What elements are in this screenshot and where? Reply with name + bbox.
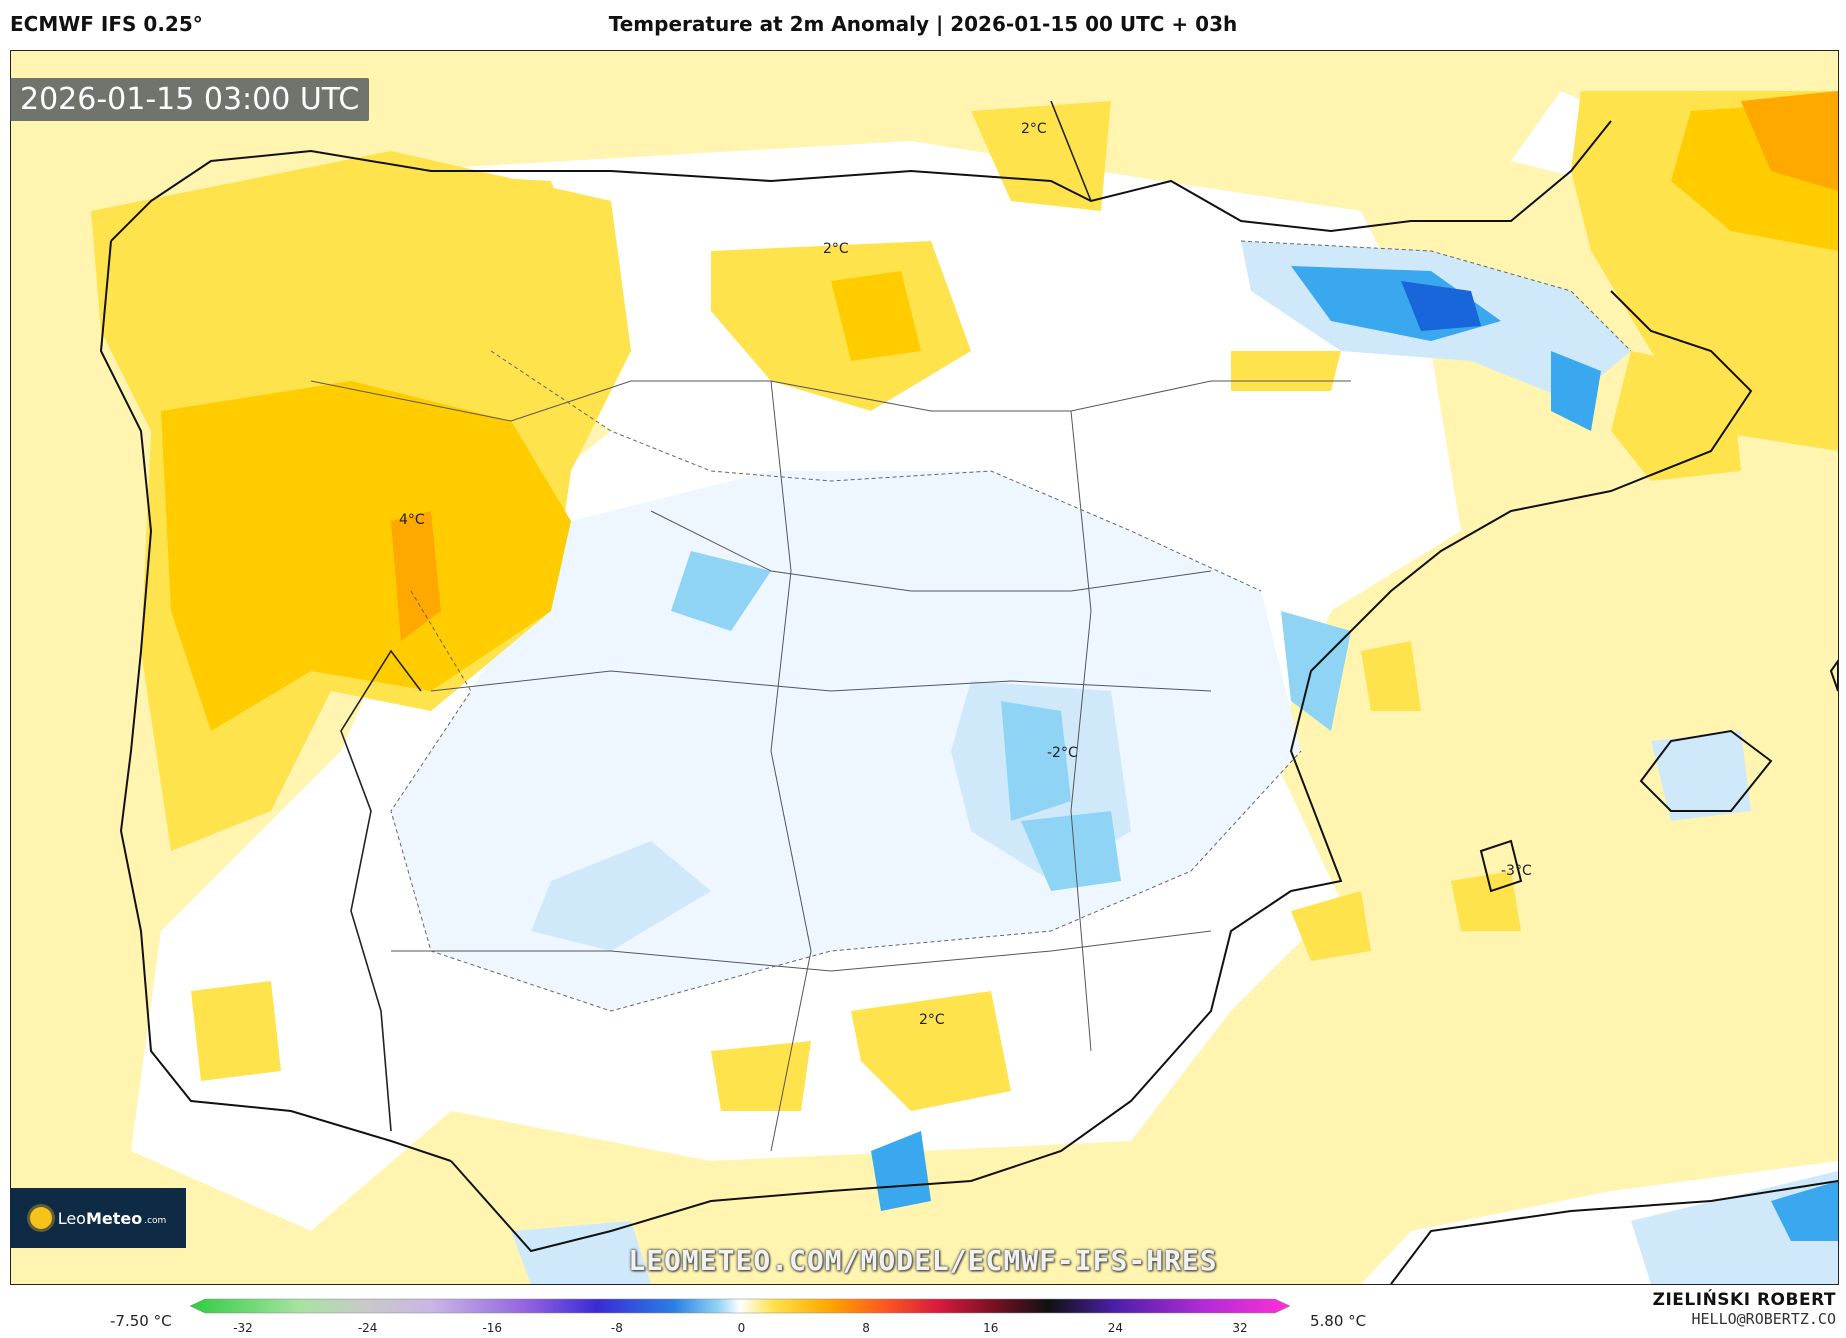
colorbar-tick-label: -24 xyxy=(358,1321,378,1335)
model-url-watermark[interactable]: LEOMETEO.COM/MODEL/ECMWF-IFS-HRES xyxy=(628,1244,1218,1277)
coastline-east xyxy=(450,290,1753,1253)
map-title: Temperature at 2m Anomaly | 2026-01-15 0… xyxy=(608,12,1238,36)
cool-region xyxy=(1551,351,1601,431)
warm-region xyxy=(371,171,571,241)
colorbar-max-label: 5.80 °C xyxy=(1310,1312,1367,1330)
sun-icon xyxy=(29,1207,52,1229)
regional-boundary xyxy=(310,380,1351,422)
warm-region xyxy=(1231,351,1341,391)
warm-region xyxy=(1451,871,1521,931)
contour-label: 2°C xyxy=(919,1012,945,1028)
colorbar-tick-label: 16 xyxy=(983,1321,998,1335)
contour-label: -3°C xyxy=(1501,863,1532,879)
warm-region xyxy=(711,1041,811,1111)
warm-region xyxy=(391,511,441,641)
colorbar: -32 -24 -16 -8 0 8 16 24 32 xyxy=(189,1298,1291,1335)
cool-region xyxy=(1021,811,1121,891)
warm-region xyxy=(971,101,1111,211)
anomaly-map: 2°C 2°C 4°C -2°C 2°C -3°C xyxy=(10,50,1839,1285)
contour-label: 2°C xyxy=(1021,121,1047,137)
valid-time-badge: 2026-01-15 03:00 UTC xyxy=(10,78,370,121)
coastline-west xyxy=(99,240,452,1162)
colorbar-tick-label: 24 xyxy=(1108,1321,1123,1335)
colorbar-tick-label: -8 xyxy=(611,1321,623,1335)
warm-region xyxy=(1291,891,1371,961)
warm-region xyxy=(1741,91,1838,191)
warm-region xyxy=(1361,641,1421,711)
cool-region xyxy=(1281,611,1351,731)
cool-region xyxy=(1401,281,1481,331)
warm-region xyxy=(1611,351,1741,481)
colorbar-tick-label: -16 xyxy=(482,1321,502,1335)
model-name: ECMWF IFS 0.25° xyxy=(10,12,203,36)
cool-region xyxy=(531,841,711,951)
cool-region xyxy=(1001,701,1071,821)
regional-boundary xyxy=(391,930,1212,972)
warm-region xyxy=(831,271,921,361)
leometeo-logo[interactable]: Leo Meteo .com xyxy=(10,1188,186,1248)
cool-region xyxy=(1651,731,1751,821)
contour-label: -2°C xyxy=(1047,745,1078,761)
contour-line xyxy=(1240,240,1632,352)
colorbar-tick-label: 8 xyxy=(862,1321,870,1335)
coastline-north xyxy=(110,120,1612,242)
logo-brand-suffix: .com xyxy=(144,1216,167,1226)
colorbar-tick-label: -32 xyxy=(233,1321,253,1335)
contour-label: 2°C xyxy=(823,241,849,257)
contour-label: 4°C xyxy=(399,512,425,528)
map-canvas: 2°C 2°C 4°C -2°C 2°C -3°C xyxy=(11,51,1838,1284)
warm-region xyxy=(191,981,281,1081)
coastline-africa xyxy=(1390,1180,1838,1284)
regional-boundary xyxy=(770,380,812,1152)
regional-boundary xyxy=(650,510,1212,592)
cool-region xyxy=(511,1221,651,1284)
colorbar-tick-label: 32 xyxy=(1232,1321,1247,1335)
logo-brand-bold: Meteo xyxy=(85,1208,143,1228)
regional-boundary xyxy=(430,670,1212,692)
island-mallorca xyxy=(1639,729,1773,812)
cool-region xyxy=(671,551,771,631)
border-france xyxy=(1050,100,1092,202)
warm-region xyxy=(161,381,571,731)
colorbar-tick-label: 0 xyxy=(738,1321,746,1335)
border-portugal xyxy=(340,649,422,1132)
logo-brand-light: Leo xyxy=(57,1208,86,1228)
contour-line xyxy=(490,350,1262,592)
author-name: ZIELIŃSKI ROBERT xyxy=(1652,1290,1836,1310)
island-menorca xyxy=(1829,659,1838,692)
cool-region xyxy=(1771,1181,1838,1241)
warm-region xyxy=(711,241,971,411)
cool-region xyxy=(871,1131,931,1211)
contour-line xyxy=(390,590,1302,1012)
warm-region xyxy=(851,991,1011,1111)
regional-boundary xyxy=(1070,410,1092,1052)
credits: ZIELIŃSKI ROBERT HELLO@ROBERTZ.CO xyxy=(1653,1290,1836,1328)
author-email[interactable]: HELLO@ROBERTZ.CO xyxy=(1691,1310,1837,1328)
island-ibiza xyxy=(1479,839,1523,893)
colorbar-min-label: -7.50 °C xyxy=(110,1312,172,1330)
